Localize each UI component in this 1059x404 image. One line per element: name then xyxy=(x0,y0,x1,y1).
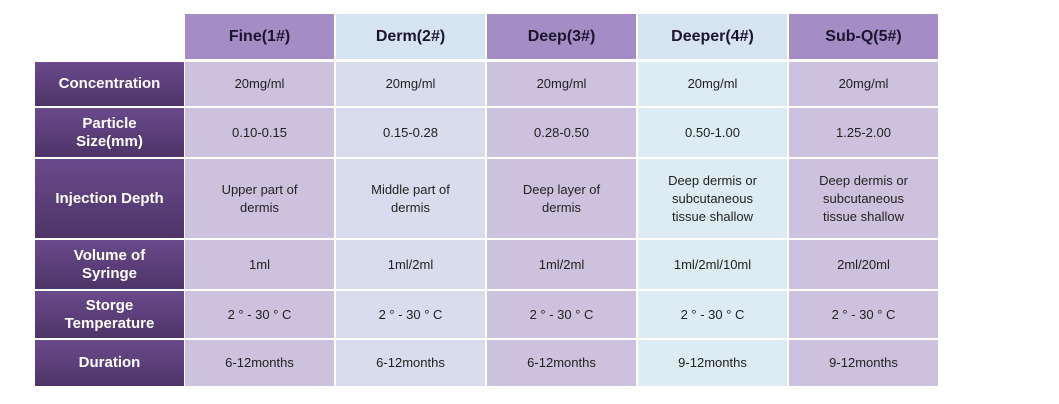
cell-text: 2 ° - 30 ° C xyxy=(680,306,745,322)
column-title: Derm(2#) xyxy=(375,27,446,45)
table-cell: 20mg/ml xyxy=(638,62,787,106)
table-cell: 2 ° - 30 ° C xyxy=(336,291,485,338)
row-label: Concentration xyxy=(58,75,161,92)
table-cell: Middle part of dermis xyxy=(336,159,485,238)
row-header: Volume of Syringe xyxy=(35,240,184,289)
cell-text: 20mg/ml xyxy=(687,76,738,91)
row-label: Syringe xyxy=(81,264,138,282)
column-title: Deeper(4#) xyxy=(671,27,754,45)
column-header: Deep(3#) xyxy=(487,14,636,59)
cell-text: Deep dermis or xyxy=(819,172,908,188)
table-cell: 6-12months xyxy=(185,340,334,386)
row-header: Particle Size(mm) xyxy=(35,108,184,157)
column-header: Sub-Q(5#) xyxy=(789,14,938,59)
table-cell: 20mg/ml xyxy=(789,62,938,106)
cell-text: 2 ° - 30 ° C xyxy=(378,306,443,322)
table-cell: 2 ° - 30 ° C xyxy=(638,291,787,338)
cell-text: 0.28-0.50 xyxy=(534,124,589,140)
cell-text: subcutaneous xyxy=(672,190,753,206)
column-header: Derm(2#) xyxy=(336,14,485,59)
cell-text: 1ml/2ml/10ml xyxy=(673,256,752,272)
cell-text: Upper part of xyxy=(221,181,298,197)
cell-text: 20mg/ml xyxy=(385,76,436,91)
cell-text: 6-12months xyxy=(376,355,445,370)
column-title: Fine(1#) xyxy=(228,27,291,45)
cell-text: 20mg/ml xyxy=(234,76,285,91)
cell-text: 0.15-0.28 xyxy=(383,124,438,140)
table-cell: 1ml/2ml xyxy=(487,240,636,289)
table-cell: 6-12months xyxy=(487,340,636,386)
cell-text: 9-12months xyxy=(678,355,747,370)
cell-text: 9-12months xyxy=(829,355,898,370)
cell-text: 0.50-1.00 xyxy=(685,124,740,140)
cell-text: tissue shallow xyxy=(672,208,753,224)
table-cell: 9-12months xyxy=(789,340,938,386)
table-cell: 20mg/ml xyxy=(487,62,636,106)
cell-text: 20mg/ml xyxy=(536,76,587,91)
cell-text: dermis xyxy=(390,199,430,215)
cell-text: 2 ° - 30 ° C xyxy=(227,306,292,322)
table-cell: 20mg/ml xyxy=(185,62,334,106)
cell-text: 1.25-2.00 xyxy=(836,124,891,140)
table-cell: 20mg/ml xyxy=(336,62,485,106)
table-cell: 6-12months xyxy=(336,340,485,386)
cell-text: subcutaneous xyxy=(823,190,904,206)
cell-text: 2 ° - 30 ° C xyxy=(529,306,594,322)
table-cell: Deep layer of dermis xyxy=(487,159,636,238)
table-cell: 1ml xyxy=(185,240,334,289)
table-cell: 1ml/2ml/10ml xyxy=(638,240,787,289)
row-header: Injection Depth xyxy=(35,159,184,238)
table-cell: 2 ° - 30 ° C xyxy=(487,291,636,338)
column-title: Deep(3#) xyxy=(527,27,596,45)
cell-text: 1ml xyxy=(249,256,270,272)
column-title: Sub-Q(5#) xyxy=(825,27,902,45)
cell-text: dermis xyxy=(239,199,279,215)
cell-text: 2 ° - 30 ° C xyxy=(831,306,896,322)
column-header: Fine(1#) xyxy=(185,14,334,59)
row-label: Temperature xyxy=(64,314,155,332)
table-cell: Deep dermis or subcutaneous tissue shallow xyxy=(638,159,787,238)
row-label: Volume of xyxy=(73,246,146,264)
table-cell: Upper part of dermis xyxy=(185,159,334,238)
table-cell: 2 ° - 30 ° C xyxy=(185,291,334,338)
table-cell: 9-12months xyxy=(638,340,787,386)
cell-text: 6-12months xyxy=(527,355,596,370)
cell-text: 20mg/ml xyxy=(838,76,889,91)
table-cell: 0.10-0.15 xyxy=(185,108,334,157)
row-header: Concentration xyxy=(35,62,184,106)
row-label: Storge xyxy=(85,296,134,314)
table-cell: 0.15-0.28 xyxy=(336,108,485,157)
cell-text: 0.10-0.15 xyxy=(232,124,287,140)
table-cell: 0.50-1.00 xyxy=(638,108,787,157)
cell-text: 2ml/20ml xyxy=(837,256,890,272)
cell-text: Deep layer of xyxy=(522,181,601,197)
cell-text: Deep dermis or xyxy=(668,172,757,188)
table-cell: 0.28-0.50 xyxy=(487,108,636,157)
row-label: Particle xyxy=(82,114,137,132)
row-label: Duration xyxy=(78,354,141,371)
cell-text: tissue shallow xyxy=(823,208,904,224)
cell-text: 1ml/2ml xyxy=(538,256,585,272)
table-cell: 2 ° - 30 ° C xyxy=(789,291,938,338)
cell-text: Middle part of xyxy=(371,181,450,197)
table-cell: 2ml/20ml xyxy=(789,240,938,289)
table-cell: 1.25-2.00 xyxy=(789,108,938,157)
cell-text: 1ml/2ml xyxy=(387,256,434,272)
row-label: Injection Depth xyxy=(55,189,164,207)
row-label: Size(mm) xyxy=(76,132,143,150)
row-header: Storge Temperature xyxy=(35,291,184,338)
table-cell: 1ml/2ml xyxy=(336,240,485,289)
column-header: Deeper(4#) xyxy=(638,14,787,59)
table-cell: Deep dermis or subcutaneous tissue shallow xyxy=(789,159,938,238)
cell-text: 6-12months xyxy=(225,355,294,370)
cell-text: dermis xyxy=(541,199,581,215)
row-header: Duration xyxy=(35,340,184,386)
